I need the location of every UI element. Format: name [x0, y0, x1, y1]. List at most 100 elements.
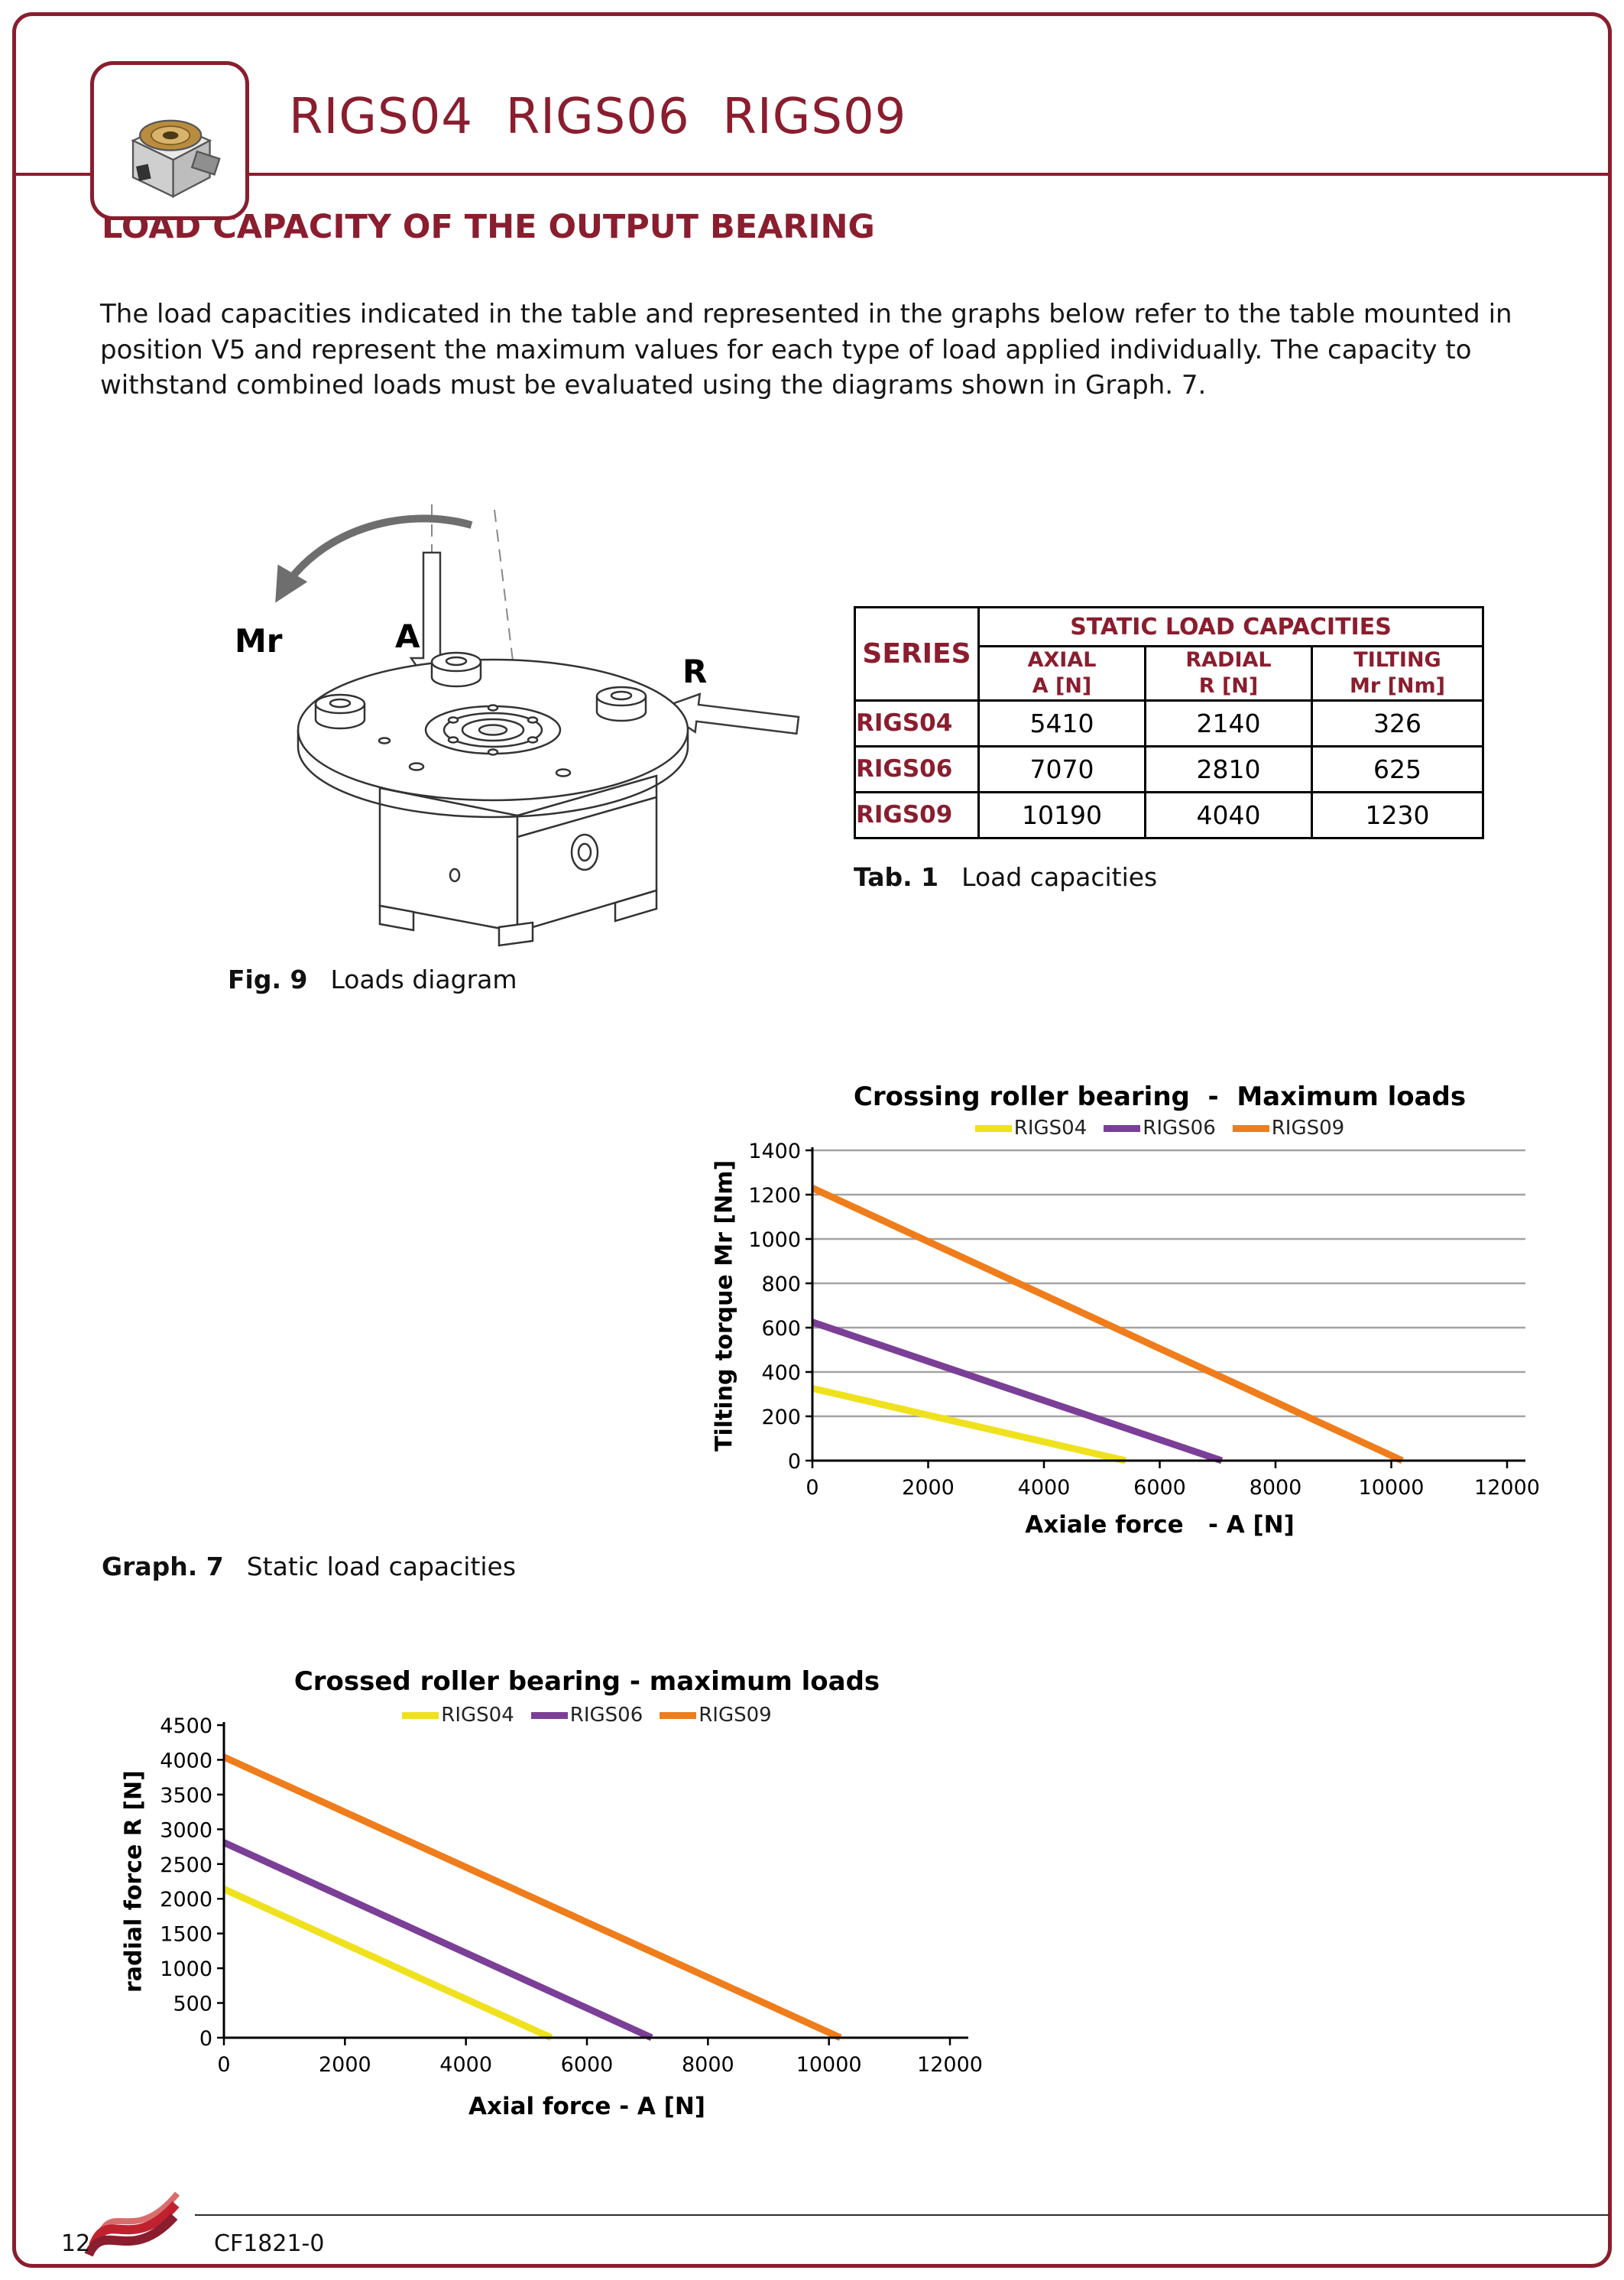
svg-text:10000: 10000	[796, 2053, 862, 2077]
legend-item-rigs06: RIGS06	[1104, 1117, 1216, 1140]
chart-crossing-roller-bearing: Crossing roller bearing - Maximum loads …	[680, 1074, 1551, 1578]
figure-caption-label: Fig. 9	[228, 965, 308, 994]
svg-text:600: 600	[761, 1317, 801, 1341]
label-radial-force: R	[682, 653, 707, 690]
svg-text:12000: 12000	[1474, 1476, 1540, 1500]
svg-text:1400: 1400	[748, 1140, 801, 1163]
svg-text:1200: 1200	[748, 1184, 801, 1208]
table-caption-label: Tab. 1	[854, 862, 939, 892]
page-title: RIGS04 RIGS06 RIGS09	[289, 89, 907, 145]
legend-item-rigs09: RIGS09	[1232, 1117, 1345, 1140]
svg-text:6000: 6000	[1133, 1476, 1186, 1500]
col-axial-line2: A [N]	[1032, 673, 1092, 698]
svg-text:200: 200	[761, 1406, 801, 1429]
figure-caption: Fig. 9 Loads diagram	[228, 965, 517, 994]
legend-item-rigs06: RIGS06	[530, 1704, 643, 1727]
legend-label: RIGS09	[699, 1704, 772, 1727]
legend-swatch	[402, 1711, 439, 1719]
chart-crossed-roller-bearing: Crossed roller bearing - maximum loads R…	[42, 1655, 1020, 2205]
legend-swatch	[974, 1124, 1012, 1132]
rotary-table-drawing	[297, 651, 689, 947]
label-tilting-moment: Mr	[235, 622, 283, 660]
svg-text:3000: 3000	[160, 1818, 212, 1842]
legend-label: RIGS04	[1013, 1117, 1088, 1140]
svg-text:400: 400	[761, 1361, 801, 1385]
svg-text:8000: 8000	[682, 2053, 734, 2077]
col-tilting-line2: Mr [Nm]	[1350, 673, 1445, 698]
svg-text:4000: 4000	[439, 2053, 492, 2077]
row-radial: 4040	[1144, 790, 1313, 839]
chart-plot: 0 2000 4000 6000 8000 10000 12000 0 200 400 600 800…	[748, 1140, 1540, 1500]
svg-text:2000: 2000	[902, 1476, 955, 1500]
legend-item-rigs04: RIGS04	[402, 1704, 514, 1727]
table-header-tilting: TILTING Mr [Nm]	[1311, 645, 1484, 702]
legend-label: RIGS04	[441, 1704, 514, 1727]
svg-text:1000: 1000	[160, 1957, 212, 1981]
col-axial-line1: AXIAL	[1027, 648, 1097, 672]
col-radial-line2: R [N]	[1198, 673, 1259, 698]
graph-caption-label: Graph. 7	[102, 1552, 224, 1581]
table-title: STATIC LOAD CAPACITIES	[977, 606, 1484, 647]
chart-legend: RIGS04 RIGS06 RIGS09	[224, 1704, 950, 1727]
table-row: RIGS09 10190 4040 1230	[854, 790, 1484, 839]
row-series: RIGS06	[854, 744, 980, 793]
x-axis-label: Axial force - A [N]	[468, 2093, 705, 2120]
table-header-series: SERIES	[854, 606, 980, 702]
legend-label: RIGS09	[1271, 1117, 1345, 1140]
page-border	[12, 12, 1612, 2268]
col-tilting-line1: TILTING	[1353, 648, 1441, 672]
svg-text:0: 0	[217, 2053, 230, 2077]
table-row: RIGS06 7070 2810 625	[854, 744, 1484, 793]
svg-text:1000: 1000	[748, 1228, 801, 1252]
row-tilting: 625	[1311, 744, 1484, 793]
tilting-moment-arrow	[275, 514, 473, 603]
row-axial: 5410	[977, 699, 1146, 748]
chart-title: Crossing roller bearing - Maximum loads	[853, 1082, 1467, 1112]
svg-text:800: 800	[761, 1273, 801, 1296]
legend-swatch	[530, 1711, 568, 1719]
svg-text:2000: 2000	[319, 2053, 371, 2077]
svg-text:10000: 10000	[1359, 1476, 1425, 1500]
row-series: RIGS04	[854, 699, 980, 748]
legend-label: RIGS06	[569, 1704, 643, 1727]
page-number: 12	[61, 2230, 91, 2257]
svg-text:8000: 8000	[1250, 1476, 1302, 1500]
svg-text:12000: 12000	[917, 2053, 983, 2077]
chart-legend: RIGS04 RIGS06 RIGS09	[812, 1117, 1507, 1140]
row-tilting: 1230	[1311, 790, 1484, 839]
graph-caption-text: Static load capacities	[246, 1552, 517, 1581]
svg-text:6000: 6000	[561, 2053, 614, 2077]
legend-swatch	[660, 1711, 697, 1719]
brand-logo	[90, 61, 249, 220]
svg-text:1500: 1500	[160, 1923, 212, 1947]
svg-text:2000: 2000	[160, 1888, 212, 1912]
table-header-radial: RADIAL R [N]	[1144, 645, 1313, 702]
legend-swatch	[1104, 1124, 1141, 1132]
svg-text:4000: 4000	[1018, 1476, 1071, 1500]
row-tilting: 326	[1311, 699, 1484, 748]
svg-text:0: 0	[788, 1450, 801, 1474]
label-axial-force: A	[395, 618, 420, 655]
chart-plot: 0 2000 4000 6000 8000 10000 12000 0 500 1000 1500 2…	[160, 1714, 983, 2077]
document-code: CF1821-0	[214, 2230, 325, 2257]
svg-text:0: 0	[199, 2027, 212, 2051]
footer-rule	[195, 2214, 1609, 2216]
row-axial: 7070	[977, 744, 1146, 793]
footer-logo	[84, 2191, 180, 2257]
table-caption: Tab. 1 Load capacities	[854, 862, 1157, 892]
graph-caption: Graph. 7 Static load capacities	[102, 1552, 516, 1581]
legend-item-rigs04: RIGS04	[974, 1117, 1088, 1140]
table-row: RIGS04 5410 2140 326	[854, 699, 1484, 748]
intro-paragraph: The load capacities indicated in the tab…	[100, 299, 1512, 401]
row-radial: 2140	[1144, 699, 1313, 748]
col-radial-line1: RADIAL	[1185, 648, 1272, 672]
x-axis-label: Axiale force - A [N]	[1025, 1511, 1295, 1539]
table-caption-text: Load capacities	[961, 862, 1158, 892]
row-axial: 10190	[977, 790, 1146, 839]
svg-text:4000: 4000	[160, 1749, 212, 1772]
svg-text:2500: 2500	[160, 1854, 212, 1877]
svg-text:0: 0	[806, 1476, 818, 1500]
legend-item-rigs09: RIGS09	[660, 1704, 772, 1727]
figure-caption-text: Loads diagram	[330, 965, 517, 994]
loads-diagram: Mr A R	[235, 504, 800, 947]
